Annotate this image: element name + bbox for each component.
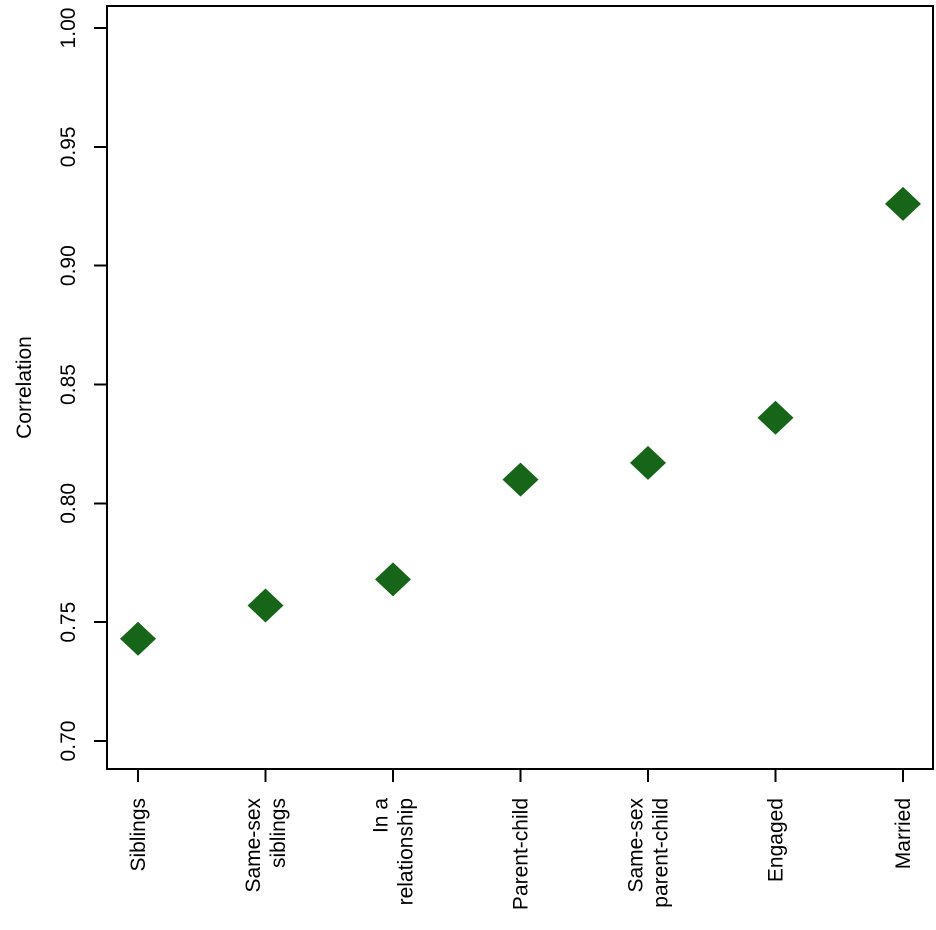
data-point-same-sex-siblings — [247, 588, 284, 623]
data-point-same-sex-parent-child — [630, 445, 666, 480]
data-point-siblings — [120, 621, 156, 656]
x-tick-label-siblings: Siblings — [127, 798, 150, 872]
data-point-married — [885, 186, 921, 221]
y-tick-label-0-90: 0.90 — [57, 245, 80, 286]
x-tick-label-in-a-relationship: In arelationship — [370, 798, 418, 906]
plot-border — [106, 5, 934, 770]
x-tick-label-parent-child: Parent-child — [510, 798, 533, 910]
y-tick-label-0-80: 0.80 — [57, 483, 80, 524]
y-axis-title: Correlation — [13, 336, 36, 439]
x-tick-label-same-sex-parent-child: Same-sexparent-child — [625, 798, 673, 908]
data-point-parent-child — [502, 462, 539, 497]
y-tick-label-0-75: 0.75 — [57, 602, 80, 643]
data-point-in-a-relationship — [375, 562, 411, 597]
y-tick-label-0-85: 0.85 — [57, 364, 80, 405]
x-tick-label-married: Married — [892, 798, 915, 869]
x-tick-label-engaged: Engaged — [765, 798, 788, 882]
x-tick-label-same-sex-siblings: Same-sexsiblings — [242, 798, 290, 893]
y-tick-label-1-00: 1.00 — [57, 8, 80, 49]
y-tick-label-0-95: 0.95 — [57, 126, 80, 167]
y-tick-label-0-70: 0.70 — [57, 721, 80, 762]
data-point-engaged — [757, 400, 794, 435]
